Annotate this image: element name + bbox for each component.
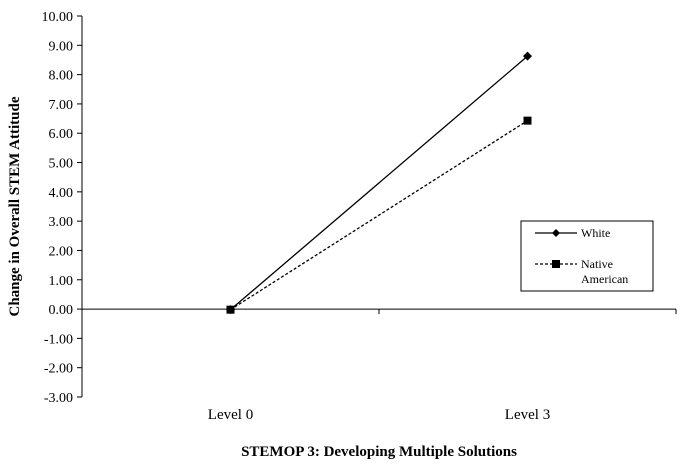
y-tick-label: -1.00 (44, 332, 73, 347)
y-tick-label: 9.00 (49, 39, 74, 54)
y-tick-label: 3.00 (49, 215, 74, 230)
legend-diamond-marker (552, 229, 560, 237)
series-layer (226, 51, 532, 315)
legend-square-marker (552, 260, 560, 268)
y-tick-label: 5.00 (49, 157, 74, 172)
y-tick-label: 6.00 (49, 127, 74, 142)
y-tick-label: 4.00 (49, 186, 74, 201)
y-axis-title: Change in Overall STEM Attitude (7, 96, 23, 316)
y-tick-label: 8.00 (49, 69, 74, 84)
legend: White Native American (520, 220, 654, 292)
y-tick-label: -3.00 (44, 391, 73, 406)
legend-label-native-american-line2: American (581, 272, 628, 286)
y-tick-label: 1.00 (49, 274, 74, 289)
y-ticks: 10.00 9.00 8.00 7.00 6.00 5.00 4.00 3.00 2.00 1.0… (42, 10, 82, 406)
data-point-native-american (523, 116, 532, 125)
y-tick-label: 7.00 (49, 98, 74, 113)
x-ticks: Level 0 Level 3 (81, 309, 677, 423)
x-axis-title: STEMOP 3: Developing Multiple Solutions (241, 444, 517, 460)
data-point-native-american (226, 305, 235, 314)
series-line-white (230, 55, 528, 311)
y-tick-label: 0.00 (49, 303, 74, 318)
series-line-native-american (230, 120, 528, 311)
x-category-label: Level 0 (208, 407, 253, 423)
legend-item-native-american: Native American (535, 257, 628, 286)
y-tick-label: -2.00 (44, 362, 73, 377)
legend-item-white: White (535, 226, 610, 240)
x-category-label: Level 3 (505, 407, 550, 423)
y-tick-label: 2.00 (49, 244, 74, 259)
data-point-white (523, 51, 532, 61)
legend-label-native-american-line1: Native (581, 257, 613, 271)
legend-label-white: White (581, 226, 610, 240)
plot-area: 10.00 9.00 8.00 7.00 6.00 5.00 4.00 3.00 2.00 1.0… (42, 10, 677, 423)
legend-box (520, 220, 654, 292)
y-tick-label: 10.00 (42, 10, 74, 25)
